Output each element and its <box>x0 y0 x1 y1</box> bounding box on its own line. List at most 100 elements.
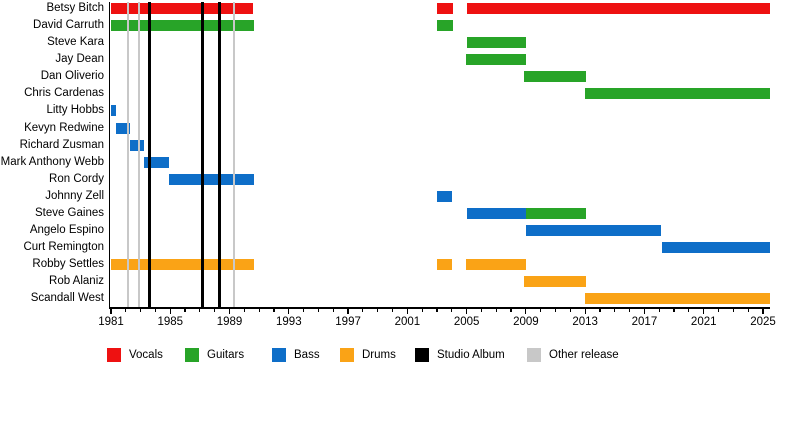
legend-label: Other release <box>549 349 619 361</box>
member-label: Robby Settles <box>32 258 104 271</box>
member-label: Curt Remington <box>23 241 104 254</box>
x-minor-tick <box>688 308 690 312</box>
x-major-tick <box>466 308 468 314</box>
x-tick-label: 1985 <box>157 315 184 328</box>
member-label: Angelo Espino <box>29 223 104 236</box>
timeline-bar-drums <box>524 276 586 288</box>
x-minor-tick <box>303 308 305 312</box>
x-tick-label: 1981 <box>98 315 124 328</box>
x-minor-tick <box>362 308 364 312</box>
x-minor-tick <box>258 308 260 312</box>
timeline-bar-guitars <box>466 37 526 49</box>
timeline-bar-vocals <box>436 3 453 14</box>
x-minor-tick <box>554 308 557 312</box>
x-minor-tick <box>673 308 675 312</box>
x-minor-tick <box>495 308 497 312</box>
x-tick-label: 2013 <box>572 315 598 328</box>
x-major-tick <box>347 308 349 314</box>
x-major-tick <box>288 308 290 314</box>
member-label: Kevyn Redwine <box>24 121 104 134</box>
studio-album-line <box>148 2 151 308</box>
x-tick-label: 2009 <box>513 315 539 328</box>
timeline-bar-bass <box>116 122 131 134</box>
x-minor-tick <box>436 308 438 312</box>
x-major-tick <box>406 308 408 314</box>
x-minor-tick <box>154 308 157 312</box>
x-major-tick <box>110 308 112 314</box>
x-major-tick <box>762 308 764 314</box>
x-tick-label: 2025 <box>750 315 776 328</box>
member-label: Ron Cordy <box>49 172 104 185</box>
plot-area: Betsy Bitch David Carruth Steve Kara Jay De… <box>0 2 776 328</box>
x-minor-tick <box>480 308 483 312</box>
x-tick-label: 2005 <box>453 315 480 328</box>
x-minor-tick <box>243 308 245 312</box>
member-label: Jay Dean <box>55 53 104 66</box>
x-minor-tick <box>629 308 631 312</box>
x-major-tick <box>525 308 527 314</box>
x-axis-line <box>108 307 771 309</box>
timeline-bar-drums <box>436 259 452 271</box>
y-axis-line <box>108 2 111 309</box>
legend-item: Vocals <box>107 348 163 362</box>
legend-item: Guitars <box>185 348 244 362</box>
x-major-tick <box>643 308 646 314</box>
timeline-bar-guitars <box>585 88 771 100</box>
studio-album-line <box>201 2 205 308</box>
x-major-tick <box>169 308 171 314</box>
legend-swatch-vocals <box>107 348 121 362</box>
x-minor-tick <box>332 308 334 312</box>
legend-swatch-bass <box>272 348 286 362</box>
member-label: Litty Hobbs <box>46 104 104 117</box>
x-tick-label: 1997 <box>335 315 361 328</box>
x-major-tick <box>703 308 705 314</box>
member-label: Scandall West <box>30 292 104 305</box>
timeline-bar-bass <box>436 190 452 202</box>
other-release-line <box>232 2 236 308</box>
legend-label: Studio Album <box>437 349 505 361</box>
timeline-bar-bass <box>168 173 254 185</box>
x-major-tick <box>228 308 231 314</box>
x-minor-tick <box>273 308 275 312</box>
legend-swatch-studio-album <box>415 348 429 362</box>
legend-swatch-guitars <box>185 348 199 362</box>
legend-swatch-drums <box>340 348 354 362</box>
member-label: Richard Zusman <box>19 138 104 151</box>
timeline-bar-bass <box>525 224 662 236</box>
timeline-bar-bass <box>143 156 169 168</box>
x-minor-tick <box>451 308 453 312</box>
x-minor-tick <box>421 308 423 312</box>
x-minor-tick <box>125 308 127 312</box>
timeline-bar-guitars <box>436 20 453 32</box>
timeline-bar-bass <box>130 139 144 151</box>
x-minor-tick <box>214 308 216 312</box>
member-label: Betsy Bitch <box>46 2 104 14</box>
member-label: Rob Alaniz <box>49 275 104 288</box>
legend-label: Guitars <box>207 349 245 361</box>
x-tick-label: 1989 <box>216 315 243 328</box>
x-minor-tick <box>747 308 749 312</box>
legend-label: Drums <box>362 349 396 361</box>
legend-label: Bass <box>294 349 320 361</box>
legend-item: Drums <box>340 348 396 362</box>
x-minor-tick <box>569 308 571 312</box>
member-label: David Carruth <box>33 19 104 32</box>
member-label: Steve Kara <box>47 36 104 49</box>
x-major-tick <box>584 308 586 314</box>
x-tick-label: 1993 <box>276 315 302 328</box>
member-label: Mark Anthony Webb <box>0 155 104 168</box>
timeline-bar-bass <box>662 242 771 254</box>
timeline-bar-bass <box>466 207 526 219</box>
x-minor-tick <box>658 308 660 312</box>
timeline-bar-vocals <box>466 3 771 14</box>
timeline-bar-drums <box>585 293 770 305</box>
timeline-bar-drums <box>465 259 526 271</box>
x-minor-tick <box>184 308 186 312</box>
other-release-line <box>137 2 141 308</box>
x-minor-tick <box>510 308 512 312</box>
member-label: Chris Cardenas <box>24 87 104 100</box>
x-tick-label: 2017 <box>631 315 658 328</box>
x-minor-tick <box>599 308 601 312</box>
x-minor-tick <box>391 308 394 312</box>
